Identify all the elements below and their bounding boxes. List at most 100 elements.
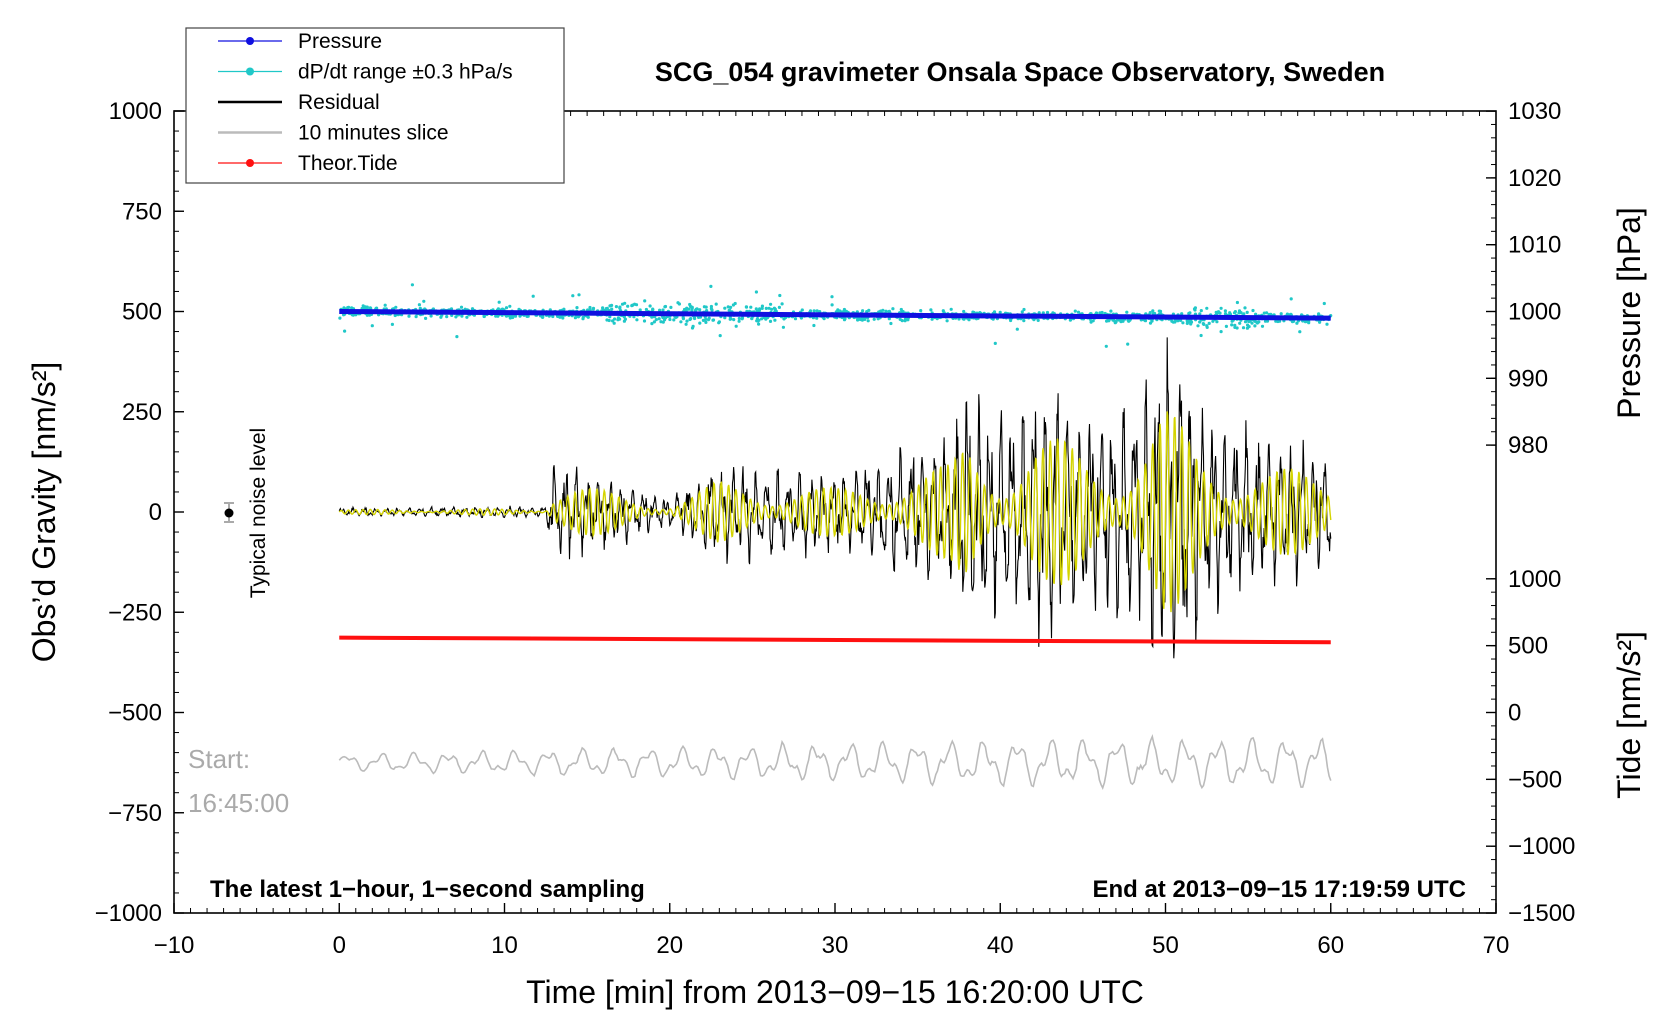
dpdt-point <box>729 305 733 309</box>
dpdt-point <box>1151 309 1155 313</box>
dpdt-point <box>668 317 672 322</box>
dpdt-point <box>644 307 649 312</box>
dpdt-point <box>1125 310 1129 314</box>
dpdt-point <box>577 293 581 297</box>
dpdt-point <box>709 307 714 311</box>
dpdt-point <box>800 308 804 312</box>
dpdt-point <box>711 318 715 322</box>
dpdt-point <box>370 324 374 328</box>
dpdt-point <box>782 317 786 321</box>
dpdt-point <box>368 306 372 310</box>
y-axis-title: Obs’d Gravity [nm/s²] <box>26 362 62 663</box>
x-tick-label: 50 <box>1152 932 1179 959</box>
dpdt-point <box>1219 306 1223 310</box>
dpdt-point <box>633 302 637 306</box>
dpdt-point <box>591 306 596 310</box>
x-tick-label: 70 <box>1483 932 1510 959</box>
dpdt-point <box>1143 318 1147 322</box>
dpdt-point <box>1037 311 1041 315</box>
dpdt-point <box>863 317 867 321</box>
dpdt-point <box>891 307 895 311</box>
dpdt-point <box>1289 297 1293 301</box>
dpdt-point <box>518 314 522 318</box>
dpdt-point <box>1205 324 1209 328</box>
dpdt-point <box>899 307 903 312</box>
dpdt-point <box>728 317 732 321</box>
dpdt-point <box>418 306 422 310</box>
dpdt-point <box>1009 318 1013 323</box>
dpdt-point <box>709 304 714 309</box>
dpdt-point <box>663 304 668 309</box>
dpdt-point <box>1196 324 1200 328</box>
dpdt-point <box>860 318 865 322</box>
dpdt-point <box>679 320 683 324</box>
dpdt-point <box>929 308 933 312</box>
dpdt-point <box>957 317 961 321</box>
bottom-right-annotation: End at 2013−09−15 17:19:59 UTC <box>1092 876 1466 903</box>
dpdt-point <box>350 313 355 317</box>
dpdt-point <box>1205 306 1209 310</box>
dpdt-point <box>689 305 694 309</box>
legend-label: dP/dt range ±0.3 hPa/s <box>298 61 513 84</box>
dpdt-point <box>482 314 486 318</box>
dpdt-point <box>618 317 622 321</box>
dpdt-point <box>1104 344 1108 348</box>
dpdt-point <box>497 300 501 304</box>
noise-dot <box>224 508 234 518</box>
dpdt-point <box>1325 322 1329 326</box>
dpdt-point <box>407 314 411 318</box>
dpdt-point <box>815 316 819 320</box>
tide-tick-label: −1000 <box>1508 833 1575 860</box>
dpdt-point <box>1243 306 1247 310</box>
dpdt-point <box>504 306 509 310</box>
dpdt-point <box>1032 318 1036 322</box>
pressure-tick-label: 980 <box>1508 432 1548 459</box>
noise-marker <box>224 502 234 523</box>
dpdt-point <box>588 305 592 310</box>
dpdt-point <box>867 308 871 312</box>
dpdt-point <box>1109 309 1113 313</box>
dpdt-point <box>417 303 421 307</box>
dpdt-point <box>626 304 630 308</box>
legend-label: 10 minutes slice <box>298 122 449 145</box>
dpdt-point <box>727 308 731 312</box>
dpdt-point <box>714 302 718 306</box>
dpdt-point <box>757 322 761 326</box>
legend-label: Pressure <box>298 30 382 53</box>
bottom-left-annotation: The latest 1−hour, 1−second sampling <box>210 876 645 903</box>
dpdt-point <box>1022 319 1026 323</box>
dpdt-point <box>1241 326 1246 330</box>
legend-marker <box>246 67 254 76</box>
dpdt-point <box>1247 325 1251 329</box>
y-tick-label: 250 <box>122 399 162 426</box>
dpdt-point <box>780 302 784 306</box>
dpdt-point <box>1318 320 1322 324</box>
dpdt-point <box>661 308 665 312</box>
dpdt-point <box>704 317 708 321</box>
dpdt-point <box>1091 319 1095 323</box>
dpdt-point <box>717 320 722 324</box>
dpdt-point <box>1148 321 1153 325</box>
dpdt-point <box>614 305 619 309</box>
pressure-tick-label: 1010 <box>1508 232 1561 259</box>
dpdt-point <box>998 310 1002 314</box>
dpdt-point <box>1020 310 1024 314</box>
dpdt-point <box>901 310 905 314</box>
dpdt-point <box>767 306 771 310</box>
dpdt-point <box>1199 309 1203 313</box>
y-tick-label: −750 <box>108 800 162 827</box>
dpdt-point <box>508 304 512 308</box>
dpdt-point <box>1317 312 1321 316</box>
x-tick-label: 60 <box>1317 932 1344 959</box>
tide-tick-label: 500 <box>1508 633 1548 660</box>
dpdt-point <box>764 306 768 310</box>
dpdt-point <box>698 308 702 312</box>
dpdt-point <box>429 314 433 318</box>
dpdt-point <box>856 318 860 322</box>
dpdt-point <box>1214 310 1218 314</box>
tide-tick-label: 1000 <box>1508 566 1561 593</box>
noise-label: Typical noise level <box>247 428 270 598</box>
dpdt-point <box>1298 330 1302 334</box>
dpdt-point <box>541 315 545 319</box>
